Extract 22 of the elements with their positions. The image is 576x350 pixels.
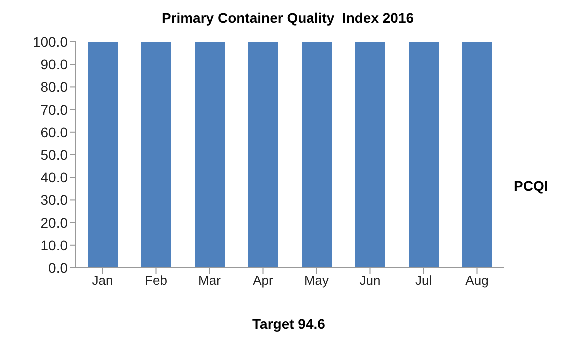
x-tick-label: Apr [253, 273, 274, 288]
chart-title: Primary Container Quality Index 2016 [160, 10, 416, 26]
y-tick-label: 90.0 [40, 56, 68, 73]
y-tick-label: 80.0 [40, 79, 68, 96]
y-tick-label: 60.0 [40, 124, 68, 140]
x-axis-title: Target 94.6 [252, 316, 326, 332]
x-tick-label: Mar [198, 273, 222, 288]
y-tick-label: 0.0 [48, 260, 68, 276]
y-tick-label: 30.0 [40, 192, 68, 208]
y-tick-label: 50.0 [40, 146, 68, 163]
x-tick-label: Feb [145, 273, 168, 288]
y-tick-label: 100.0 [32, 34, 68, 50]
x-tick-label: May [304, 273, 330, 288]
text: PCQI [514, 178, 548, 194]
y-tick-label: 70.0 [40, 102, 68, 118]
y-tick-label: 10.0 [40, 237, 68, 254]
y-tick-label: 20.0 [40, 214, 68, 231]
x-tick-label: Jul [415, 273, 432, 288]
x-tick-label: Aug [466, 273, 489, 288]
x-tick-label: Jun [360, 273, 381, 288]
y-tick-label: 40.0 [40, 170, 68, 186]
x-tick-label: Jan [92, 273, 114, 288]
